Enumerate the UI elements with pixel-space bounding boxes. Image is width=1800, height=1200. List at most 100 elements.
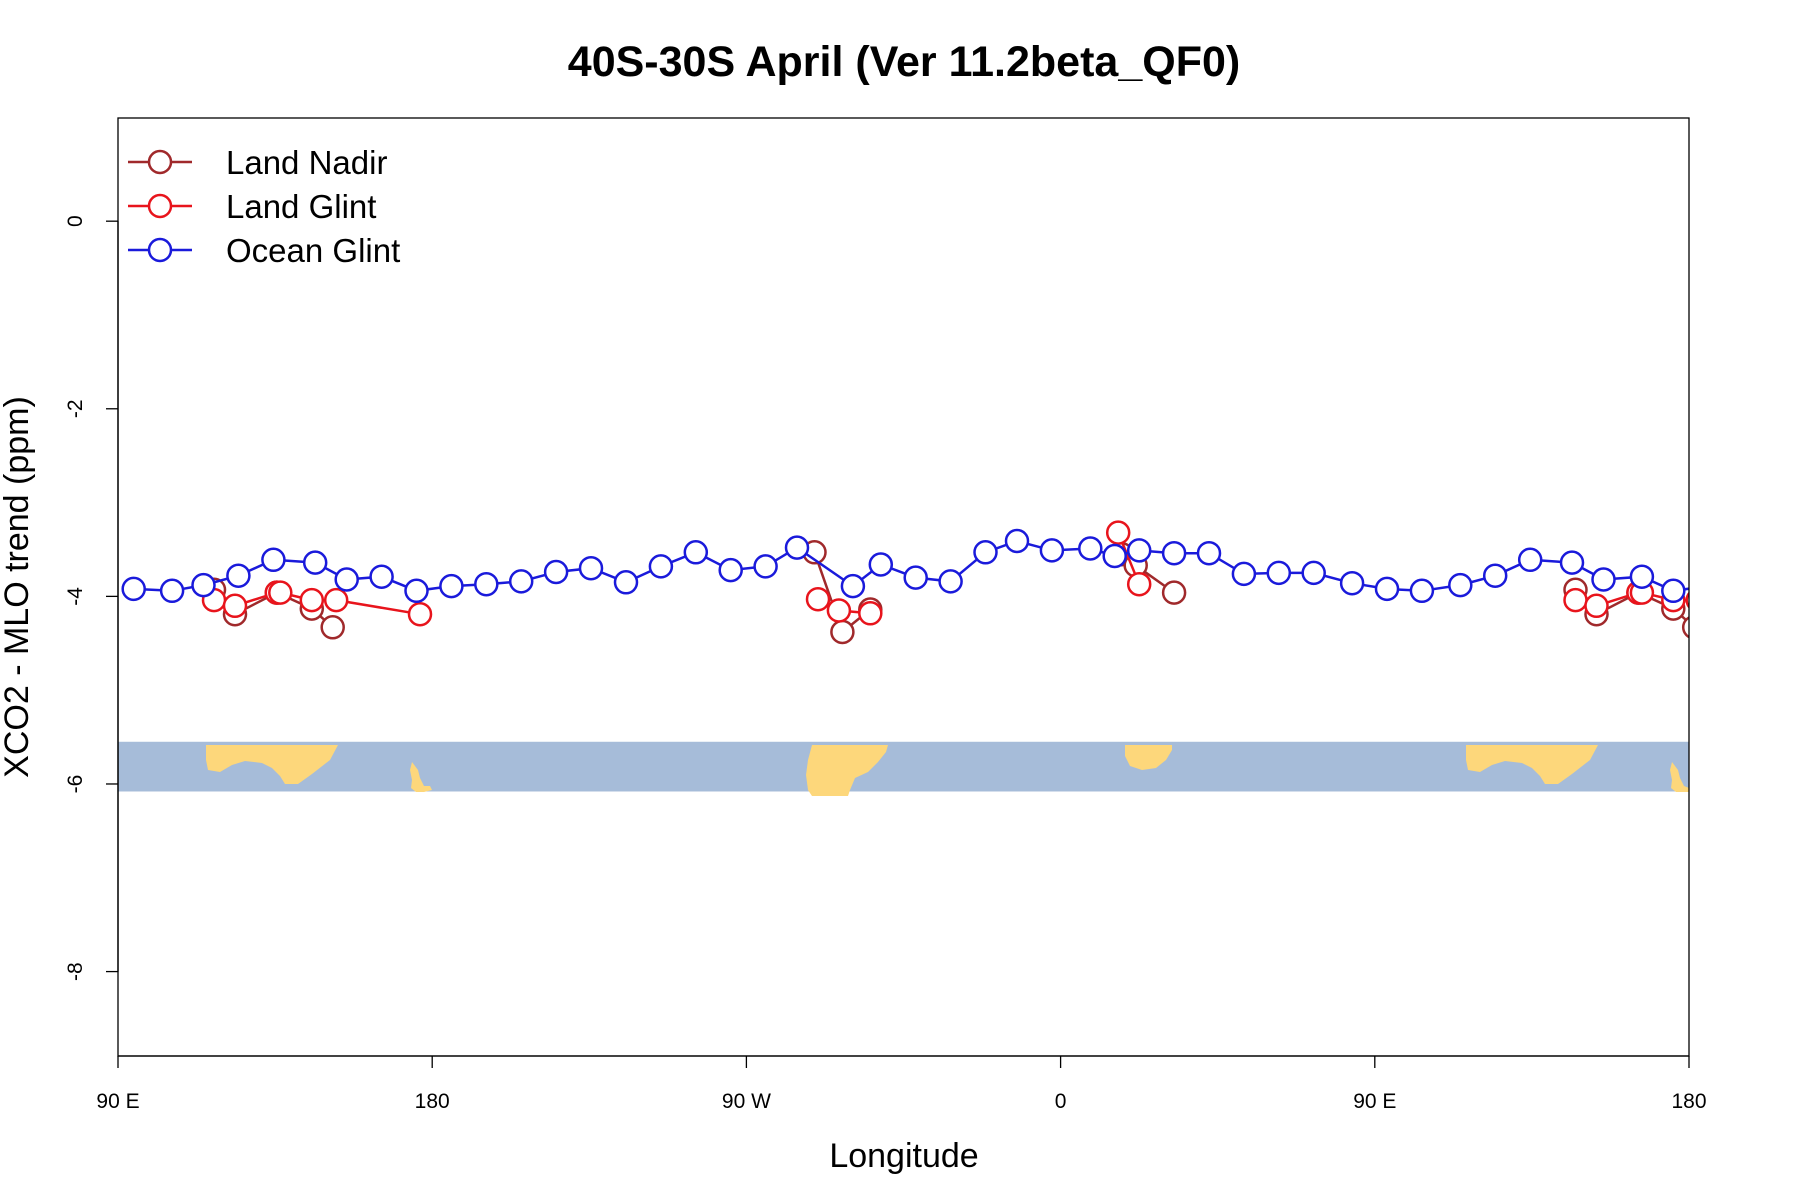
data-point: [320, 615, 345, 640]
data-point: [1301, 560, 1326, 586]
data-point: [840, 573, 866, 599]
data-point: [268, 580, 293, 605]
data-point: [1231, 561, 1257, 587]
y-tick-label: -8: [64, 962, 87, 981]
data-point: [1584, 593, 1609, 619]
map-ocean: [118, 741, 1689, 792]
data-point: [159, 578, 185, 604]
legend-item: Ocean Glint: [128, 232, 400, 269]
x-tick-label: 90 W: [722, 1090, 771, 1113]
x-tick-label: 180: [415, 1090, 450, 1113]
data-point: [830, 619, 855, 645]
x-axis: 90 E 180 90 W 0 90 E 180: [96, 1055, 1707, 1113]
data-point: [323, 587, 349, 613]
map-strip: [118, 741, 1689, 796]
y-tick-label: -4: [64, 587, 87, 606]
data-point: [369, 564, 394, 589]
data-point: [1767, 570, 1789, 592]
data-point: [1732, 573, 1754, 595]
data-point: [1102, 543, 1127, 569]
data-point: [1517, 547, 1543, 573]
data-point: [1004, 528, 1030, 554]
data-point: [1697, 575, 1719, 597]
data-point: [302, 550, 328, 575]
data-point: [903, 565, 928, 590]
x-tick-label: 90 E: [1353, 1090, 1396, 1113]
data-point: [1559, 550, 1585, 575]
legend-item: Land Glint: [128, 188, 376, 225]
data-point: [1339, 570, 1365, 596]
data-point: [613, 570, 639, 595]
data-point: [1591, 567, 1616, 592]
map-land: [206, 745, 1689, 796]
data-point: [1161, 540, 1187, 566]
data-point: [1563, 587, 1588, 613]
data-point: [191, 572, 216, 598]
data-point: [868, 552, 894, 577]
data-point: [1126, 538, 1152, 563]
data-point: [1771, 603, 1793, 625]
y-tick-label: -2: [64, 399, 87, 418]
land-mass-1: [410, 762, 432, 792]
legend: Land Nadir Land Glint Ocean Glint: [128, 144, 400, 269]
data-point: [718, 557, 743, 583]
legend-item: Land Nadir: [128, 144, 387, 181]
data-point: [121, 576, 146, 602]
data-point: [474, 571, 499, 597]
data-point: [1105, 520, 1131, 545]
data-point: [578, 555, 604, 581]
data-point: [1266, 560, 1292, 586]
data-point: [1161, 580, 1187, 605]
data-point: [858, 601, 883, 626]
series-1: [201, 520, 1793, 627]
data-point: [753, 554, 778, 579]
data-point: [648, 554, 674, 579]
data-point: [826, 598, 852, 623]
data-point: [1482, 563, 1508, 588]
legend-label: Land Glint: [226, 188, 376, 225]
series-layer: [121, 520, 1793, 645]
chart-title: 40S-30S April (Ver 11.2beta_QF0): [568, 38, 1240, 86]
x-axis-label: Longitude: [829, 1137, 978, 1175]
land-mass-4: [1466, 745, 1598, 784]
y-tick-label: 0: [64, 215, 87, 227]
land-mass-0: [206, 745, 338, 784]
data-point: [1661, 578, 1686, 604]
data-point: [1039, 538, 1065, 563]
data-point: [1078, 536, 1103, 561]
data-point: [404, 578, 429, 604]
data-point: [784, 535, 810, 560]
land-mass-5: [1670, 762, 1689, 792]
legend-marker: [147, 193, 173, 219]
legend-marker: [147, 237, 173, 263]
data-point: [261, 547, 286, 573]
data-point: [1448, 572, 1473, 598]
data-point: [407, 601, 433, 627]
series-2: [121, 528, 1789, 604]
data-point: [299, 587, 325, 613]
land-mass-2: [806, 745, 888, 796]
data-point: [1374, 576, 1400, 602]
data-point: [1409, 578, 1435, 604]
data-point: [1126, 571, 1152, 597]
data-point: [683, 540, 709, 565]
data-point: [222, 593, 248, 619]
data-point: [1681, 616, 1689, 639]
land-mass-3: [1125, 745, 1172, 770]
data-point: [1196, 540, 1222, 566]
data-point: [439, 573, 464, 599]
y-axis-label: XCO2 - MLO trend (ppm): [0, 396, 36, 778]
data-point: [1685, 591, 1689, 609]
y-axis: 0 -2 -4 -6 -8: [64, 215, 119, 981]
x-tick-label: 0: [1055, 1090, 1067, 1113]
data-point: [543, 559, 569, 585]
x-tick-label: 180: [1671, 1090, 1706, 1113]
legend-label: Land Nadir: [226, 144, 387, 181]
data-point: [938, 569, 963, 594]
data-point: [1629, 564, 1655, 589]
data-point: [334, 567, 359, 592]
data-point: [508, 569, 534, 594]
legend-label: Ocean Glint: [226, 232, 400, 269]
data-point: [805, 586, 831, 612]
